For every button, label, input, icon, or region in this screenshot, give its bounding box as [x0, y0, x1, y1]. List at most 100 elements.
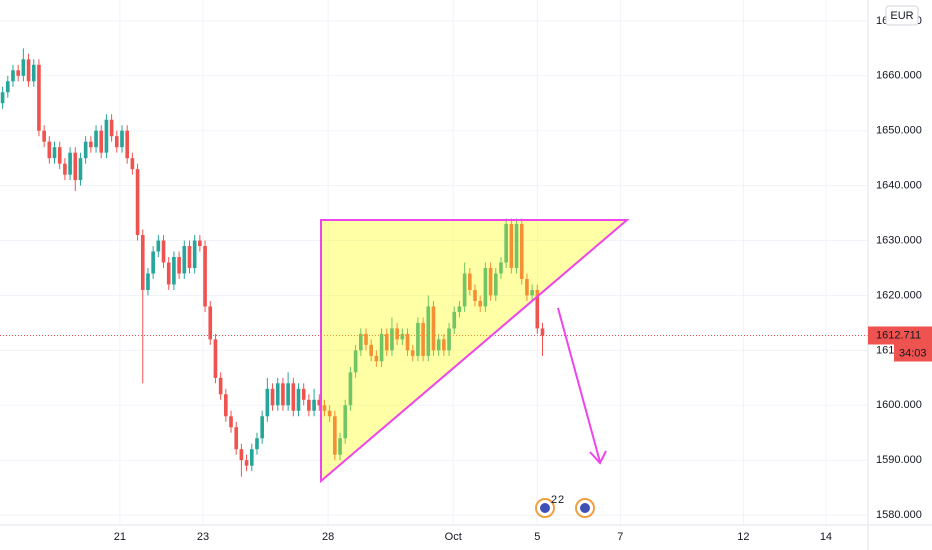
- candle-body: [224, 394, 228, 417]
- candle-body: [213, 339, 218, 378]
- candle-body: [249, 449, 254, 466]
- candle-body: [395, 328, 399, 340]
- candle-body: [120, 130, 124, 148]
- candle-body: [130, 158, 135, 170]
- candle-body: [270, 388, 275, 406]
- candle-body: [16, 70, 20, 76]
- candle-body: [478, 300, 483, 307]
- candle-body: [333, 416, 337, 455]
- candle-body: [431, 306, 436, 351]
- candle-body: [499, 262, 503, 274]
- candle-body: [37, 64, 41, 131]
- candle-body: [5, 81, 10, 93]
- candle-body: [125, 130, 130, 159]
- candle-body: [312, 399, 316, 411]
- candle-body: [260, 416, 264, 439]
- event-label: 2: [551, 494, 557, 506]
- candle-body: [104, 119, 109, 153]
- candle-body: [203, 246, 207, 307]
- currency-button[interactable]: [885, 5, 919, 26]
- arrow-drawing: [557, 307, 601, 463]
- candle-body: [198, 240, 202, 247]
- candle-body: [68, 152, 72, 175]
- candle-body: [218, 377, 223, 395]
- candle-body: [31, 64, 36, 82]
- candle-body: [42, 130, 46, 142]
- candle-body: [187, 246, 192, 268]
- candle-body: [488, 267, 493, 296]
- grid: [0, 0, 868, 525]
- y-tick-label: 1630.000: [876, 234, 922, 246]
- candle-body: [504, 224, 508, 263]
- candle-body: [327, 410, 332, 417]
- candle-body: [11, 70, 15, 82]
- x-tick-label: 12: [737, 531, 749, 543]
- candle-body: [83, 141, 88, 159]
- candle-body: [317, 399, 322, 406]
- countdown-box: [894, 344, 932, 362]
- candle-body: [369, 344, 374, 356]
- triangle-drawing: [320, 219, 630, 484]
- candle-body: [421, 322, 425, 356]
- x-tick-label: 7: [617, 531, 623, 543]
- candle-body: [57, 147, 62, 164]
- candle-body: [358, 333, 363, 351]
- candle-body: [21, 59, 26, 76]
- x-tick-label: 14: [820, 531, 832, 543]
- candle-body: [255, 438, 259, 450]
- event-icon-dot: [540, 503, 550, 513]
- currency-label: EUR: [890, 10, 913, 22]
- candle-body: [540, 328, 545, 336]
- candle-body: [468, 273, 472, 290]
- candle-body: [244, 460, 249, 466]
- x-tick-label: 28: [322, 531, 334, 543]
- candle-body: [322, 405, 327, 411]
- candle-body: [52, 147, 57, 159]
- candle-body: [473, 289, 477, 301]
- arrow-head: [589, 450, 607, 465]
- candle-body: [410, 350, 415, 356]
- candle-body: [296, 388, 301, 411]
- events: 2 2: [535, 494, 595, 518]
- candle-body: [343, 405, 348, 439]
- candle-body: [379, 333, 384, 362]
- candle-body: [114, 136, 119, 148]
- candle-body: [338, 438, 342, 455]
- candle-body: [457, 306, 462, 312]
- candle-body: [109, 119, 114, 137]
- event-label: 2: [558, 494, 564, 506]
- candle-body: [47, 141, 52, 159]
- x-tick-label: 5: [534, 531, 540, 543]
- candle-body: [442, 339, 446, 351]
- candle-body: [452, 311, 457, 329]
- candle-body: [229, 416, 233, 428]
- candle-body: [390, 328, 394, 351]
- candle-body: [384, 333, 389, 351]
- candle-body: [535, 289, 540, 329]
- candle-body: [281, 383, 285, 406]
- candle-body: [73, 152, 78, 181]
- candle-body: [0, 92, 5, 104]
- candle-body: [192, 240, 197, 268]
- candle-body: [286, 383, 290, 406]
- candle-body: [208, 306, 213, 340]
- candle-body: [94, 130, 98, 148]
- candle-body: [483, 267, 488, 307]
- countdown-label: 34:03: [899, 347, 927, 359]
- candle-body: [291, 383, 296, 411]
- candle-body: [436, 339, 441, 351]
- x-tick-label: Oct: [445, 531, 462, 543]
- candle-body: [146, 273, 150, 290]
- candle-body: [530, 289, 534, 296]
- candle-body: [348, 372, 353, 406]
- y-tick-label: 1620.000: [876, 289, 922, 301]
- candle-body: [151, 251, 155, 274]
- y-tick-label: 1580.000: [876, 509, 922, 521]
- x-tick-label: 21: [114, 531, 126, 543]
- candle-body: [364, 333, 368, 345]
- candle-body: [265, 388, 270, 417]
- last-price-box: [868, 326, 932, 345]
- candle-body: [166, 262, 171, 285]
- candle-body: [161, 240, 166, 263]
- candles: [0, 48, 868, 477]
